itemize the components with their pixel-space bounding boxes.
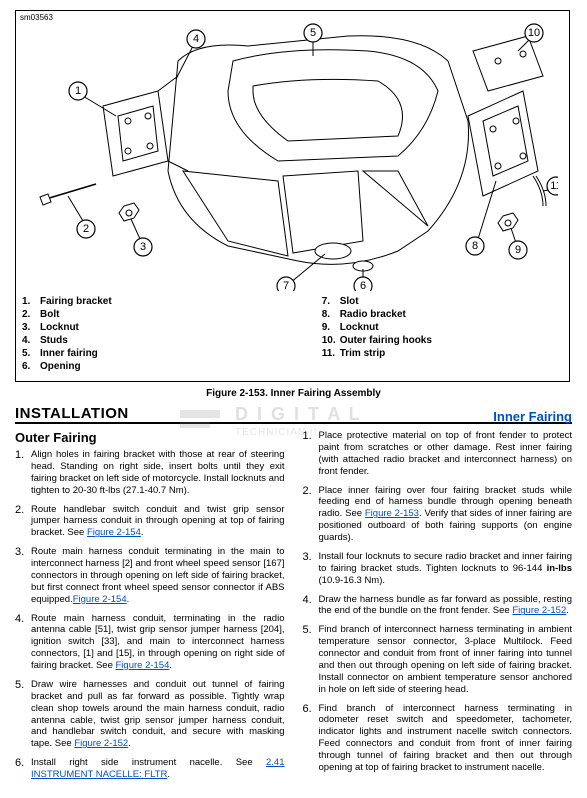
inner-fairing-diagram: .ln{stroke:#000;stroke-width:1;fill:none… bbox=[28, 21, 558, 291]
svg-text:5: 5 bbox=[309, 27, 315, 39]
svg-text:3: 3 bbox=[139, 241, 145, 253]
link-fig-2-152[interactable]: Figure 2-152 bbox=[74, 738, 128, 749]
figure-box: sm03563 .ln{stroke:#000;stroke-width:1;f… bbox=[15, 10, 570, 382]
svg-text:8: 8 bbox=[471, 240, 477, 252]
inner-step-4: Draw the harness bundle as far forward a… bbox=[319, 594, 573, 618]
outer-step-4: Route main harness conduit, terminating … bbox=[31, 613, 285, 672]
svg-text:9: 9 bbox=[514, 244, 520, 256]
outer-step-2: Route handlebar switch conduit and twist… bbox=[31, 504, 285, 540]
svg-text:7: 7 bbox=[282, 280, 288, 291]
outer-step-3: Route main harness conduit terminating i… bbox=[31, 546, 285, 605]
figure-id: sm03563 bbox=[20, 13, 53, 22]
inner-step-2: Place inner fairing over four fairing br… bbox=[319, 485, 573, 544]
outer-fairing-heading: Outer Fairing bbox=[15, 430, 285, 445]
link-fig-2-154[interactable]: Figure 2-154 bbox=[116, 660, 170, 671]
svg-text:10: 10 bbox=[527, 27, 539, 39]
inner-fairing-heading: Inner Fairing bbox=[493, 409, 572, 424]
inner-step-3: Install four locknuts to secure radio br… bbox=[319, 551, 573, 587]
figure-legend: 1.Fairing bracket 2.Bolt 3.Locknut 4.Stu… bbox=[22, 295, 563, 373]
svg-text:2: 2 bbox=[82, 223, 88, 235]
figure-caption: Figure 2-153. Inner Fairing Assembly bbox=[15, 388, 572, 399]
outer-step-1: Align holes in fairing bracket with thos… bbox=[31, 449, 285, 497]
link-fig-2-154[interactable]: Figure 2-154 bbox=[87, 527, 141, 538]
diagram: .ln{stroke:#000;stroke-width:1;fill:none… bbox=[22, 21, 563, 291]
svg-text:6: 6 bbox=[359, 280, 365, 291]
inner-step-1: Place protective material on top of fron… bbox=[319, 430, 573, 478]
link-fig-2-152[interactable]: Figure 2-152 bbox=[512, 605, 566, 616]
installation-heading: INSTALLATION bbox=[15, 405, 129, 422]
link-fig-2-154[interactable]: Figure 2-154 bbox=[73, 594, 127, 605]
svg-text:1: 1 bbox=[74, 85, 80, 97]
svg-text:4: 4 bbox=[192, 33, 198, 45]
svg-text:11: 11 bbox=[550, 180, 558, 192]
outer-step-6: Install right side instrument nacelle. S… bbox=[31, 757, 285, 781]
outer-fairing-column: Outer Fairing 1.Align holes in fairing b… bbox=[15, 430, 285, 788]
inner-fairing-column: 1.Place protective material on top of fr… bbox=[303, 430, 573, 788]
link-fig-2-153[interactable]: Figure 2-153 bbox=[365, 508, 419, 519]
inner-step-5: Find branch of interconnect harness term… bbox=[319, 624, 573, 695]
inner-step-6: Find branch of interconnect harness term… bbox=[319, 703, 573, 774]
outer-step-5: Draw wire harnesses and conduit out tunn… bbox=[31, 679, 285, 750]
